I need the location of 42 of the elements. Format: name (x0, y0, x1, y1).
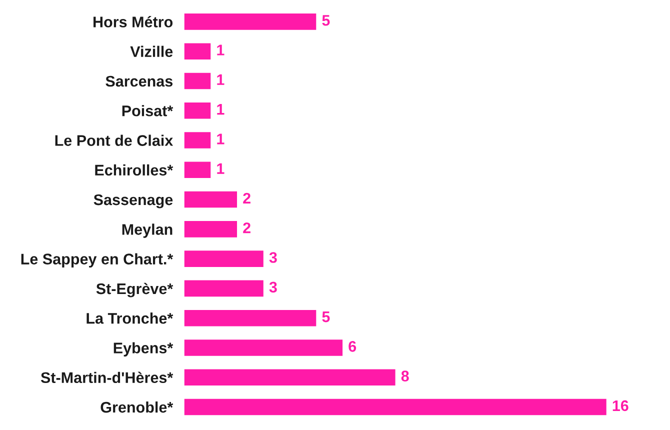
bar (184, 14, 316, 30)
y-tick-label: Le Sappey en Chart.* (21, 253, 174, 268)
data-label: 16 (612, 400, 628, 412)
data-label: 8 (401, 370, 409, 382)
y-tick-label: Grenoble* (100, 401, 174, 413)
bar (184, 132, 211, 148)
bar (184, 191, 238, 208)
bar (184, 310, 316, 326)
y-tick-label: Vizille (130, 46, 173, 58)
y-tick-label: Echirolles* (95, 164, 174, 176)
data-label: 2 (243, 192, 250, 204)
data-label: 5 (322, 15, 330, 26)
bar (184, 398, 606, 416)
data-label: 1 (217, 134, 224, 144)
data-label: 1 (217, 74, 224, 85)
y-tick-label: Hors Métro (94, 16, 173, 28)
y-tick-label: Poisat* (122, 105, 174, 116)
data-label: 2 (243, 222, 250, 234)
bar (184, 43, 211, 60)
bar (184, 369, 396, 386)
bar (184, 340, 343, 356)
data-label: 6 (348, 341, 356, 352)
data-label: 5 (322, 312, 330, 322)
data-label: 3 (269, 252, 277, 263)
bar (184, 280, 264, 297)
data-label: 1 (217, 44, 224, 56)
bar (184, 162, 211, 178)
y-tick-label: Eybens* (114, 342, 174, 356)
bar (184, 221, 238, 238)
data-label: 1 (217, 163, 224, 174)
data-label: 3 (269, 282, 277, 293)
bar (184, 250, 264, 267)
bar (184, 72, 211, 90)
bar (184, 102, 211, 119)
y-tick-label: Sassenage (94, 194, 173, 208)
y-tick-label: St-Martin-d'Hères* (40, 372, 174, 384)
y-tick-label: St-Egrève* (96, 282, 174, 298)
y-tick-label: La Tronche* (86, 312, 174, 324)
y-tick-label: Sarcenas (106, 76, 173, 87)
y-tick-label: Le Pont de Claix (55, 134, 174, 146)
data-label: 1 (217, 104, 224, 115)
y-tick-label: Meylan (122, 224, 172, 238)
